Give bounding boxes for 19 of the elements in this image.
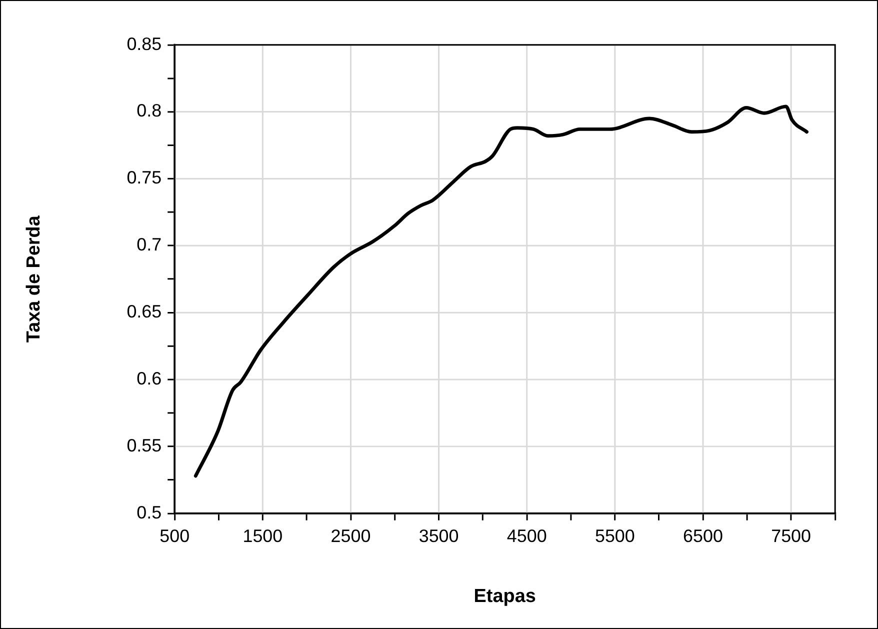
x-axis-title: Etapas [474, 586, 536, 607]
y-tick-label: 0.75 [126, 168, 162, 188]
y-tick-label: 0.8 [136, 100, 162, 121]
x-tick-label: 4500 [506, 526, 547, 546]
x-tick-label: 6500 [683, 526, 723, 546]
y-tick-label: 0.5 [136, 502, 162, 522]
x-tick-label: 5500 [594, 526, 635, 546]
x-tick-label: 500 [160, 526, 190, 546]
y-tick-label: 0.65 [126, 302, 162, 322]
y-tick-label: 0.85 [126, 34, 162, 54]
y-tick-label: 0.7 [136, 234, 162, 255]
x-tick-label: 3500 [418, 526, 459, 546]
y-axis-title: Taxa de Perda [24, 215, 45, 343]
line-series [194, 104, 808, 478]
x-tick-label: 1500 [242, 526, 283, 546]
y-tick-label: 0.55 [126, 435, 162, 456]
x-tick-label: 7500 [771, 526, 812, 546]
x-tick-label: 2500 [330, 526, 371, 546]
y-tick-label: 0.6 [136, 368, 162, 388]
